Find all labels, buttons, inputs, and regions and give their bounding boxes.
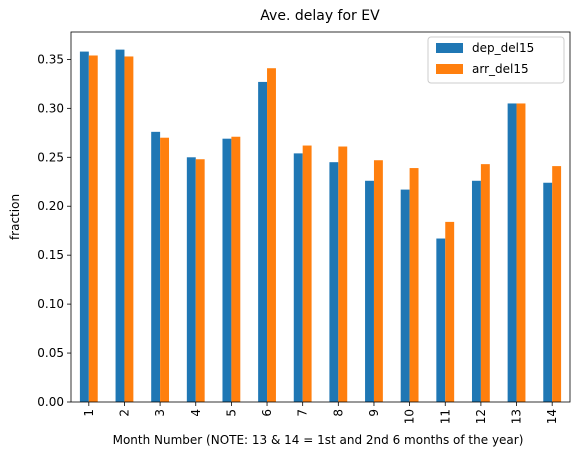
x-tick-label: 6 [260,409,274,417]
bar-arr-del15-14 [552,166,562,402]
bar-dep-del15-13 [507,103,517,403]
x-tick-label: 14 [545,409,559,424]
bar-dep-del15-12 [471,180,481,402]
bar-dep-del15-9 [365,180,374,402]
legend-swatch-arr-del15 [436,64,463,74]
y-tick-label: 0.15 [37,248,64,262]
bar-arr-del15-10 [409,168,419,402]
x-tick-label: 5 [224,409,238,417]
x-tick-label: 2 [117,409,131,417]
bar-arr-del15-3 [160,137,170,402]
bar-dep-del15-4 [186,157,196,402]
y-tick-label: 0.05 [37,346,64,360]
bar-arr-del15-12 [480,164,490,402]
y-tick-label: 0.20 [37,199,64,213]
plot-frame [70,31,571,403]
bar-dep-del15-11 [436,238,446,402]
bar-arr-del15-6 [267,68,276,402]
x-tick-label: 4 [189,409,203,417]
bar-dep-del15-10 [400,189,410,402]
x-tick-label: 8 [331,409,345,417]
x-tick-label: 7 [296,409,310,417]
y-tick-label: 0.25 [37,150,64,164]
x-tick-label: 10 [403,409,417,424]
y-tick-label: 0.35 [37,52,64,66]
y-tick-label: 0.10 [37,297,64,311]
bar-arr-del15-9 [373,160,383,402]
bar-arr-del15-1 [88,55,98,403]
x-tick-label: 11 [438,409,452,424]
x-tick-label: 1 [82,409,96,417]
bar-dep-del15-14 [543,182,553,402]
y-tick-label: 0.00 [37,395,64,409]
bar-dep-del15-2 [115,49,125,403]
bar-dep-del15-3 [151,131,161,402]
bar-dep-del15-5 [222,138,232,402]
bar-arr-del15-7 [302,145,312,403]
x-tick-label: 13 [510,409,524,424]
legend-label-arr-del15: arr_del15 [472,62,529,76]
bar-arr-del15-11 [445,221,455,402]
x-tick-label: 12 [474,409,488,424]
x-axis: 1 2 3 4 5 6 7 8 9 10 11 12 13 14 [82,402,559,424]
x-tick-label: 9 [367,409,381,417]
bar-arr-del15-2 [124,56,134,402]
legend-swatch-dep-del15 [436,43,463,53]
bar-dep-del15-6 [258,81,268,403]
bar-arr-del15-8 [338,146,348,402]
bar-dep-del15-1 [79,51,89,402]
x-axis-label: Month Number (NOTE: 13 & 14 = 1st and 2n… [113,433,524,447]
y-axis: 0.00 0.05 0.10 0.15 0.20 0.25 0.30 0.35 [37,52,71,409]
y-axis-label: fraction [8,194,22,240]
legend-label-dep-del15: dep_del15 [472,41,534,55]
y-tick-label: 0.30 [37,101,64,115]
bar-dep-del15-7 [293,153,303,402]
bar-arr-del15-13 [516,103,526,403]
bar-arr-del15-4 [195,159,205,402]
chart-title: Ave. delay for EV [260,8,380,24]
bar-dep-del15-8 [329,162,339,402]
bars-group [79,49,562,403]
bar-arr-del15-5 [231,136,241,403]
x-tick-label: 3 [153,409,167,417]
legend: dep_del15 arr_del15 [427,36,565,84]
